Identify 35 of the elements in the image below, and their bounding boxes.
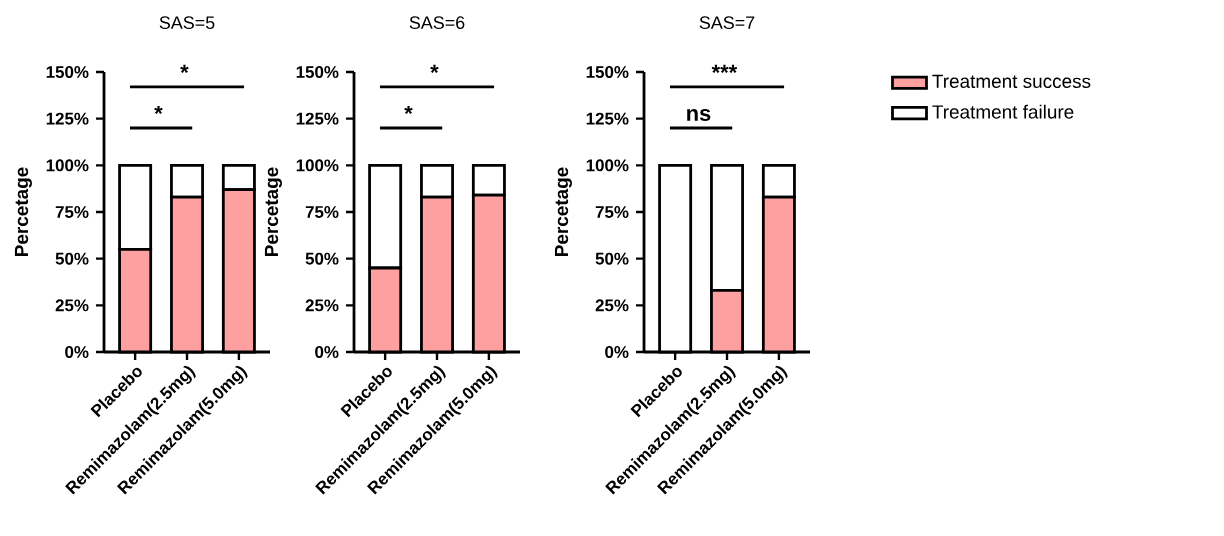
y-axis-title: Percetage [14, 167, 32, 256]
annotation: * [154, 105, 163, 115]
y-tick-label: 100% [296, 159, 339, 172]
y-tick-label: 25% [305, 299, 339, 312]
y-tick-label: 150% [586, 66, 629, 78]
y-tick-label: 150% [296, 66, 339, 78]
annotation: * [180, 64, 189, 73]
y-tick-label: 125% [296, 112, 339, 125]
y-tick-label: 100% [46, 159, 89, 172]
y-tick-label: 25% [55, 299, 89, 312]
annotation: * [404, 105, 413, 115]
y-tick-label: 0% [605, 346, 629, 358]
y-tick-label: 50% [55, 252, 89, 265]
legend-label: Treatment failure [932, 104, 1074, 119]
chart-title: SAS=5 [159, 16, 215, 30]
chart-title: SAS=6 [409, 16, 465, 30]
annotation: * [430, 64, 439, 73]
y-tick-label: 100% [586, 159, 629, 172]
annotation: *** [711, 64, 738, 73]
legend-label: Treatment success [932, 74, 1091, 88]
y-axis-title: Percetage [554, 167, 572, 256]
y-tick-label: 75% [595, 206, 629, 218]
y-tick-label: 25% [595, 299, 629, 312]
y-tick-label: 0% [65, 346, 89, 358]
y-tick-label: 75% [305, 206, 339, 218]
y-tick-label: 50% [305, 252, 339, 265]
y-tick-label: 150% [46, 66, 89, 78]
y-axis-title: Percetage [264, 167, 282, 256]
y-tick-label: 125% [46, 112, 89, 125]
y-tick-label: 0% [315, 346, 339, 358]
chart-title: SAS=7 [699, 16, 755, 30]
y-tick-label: 75% [55, 206, 89, 218]
y-tick-label: 50% [595, 252, 629, 265]
y-tick-label: 125% [586, 112, 629, 125]
annotation: ns [687, 108, 711, 121]
